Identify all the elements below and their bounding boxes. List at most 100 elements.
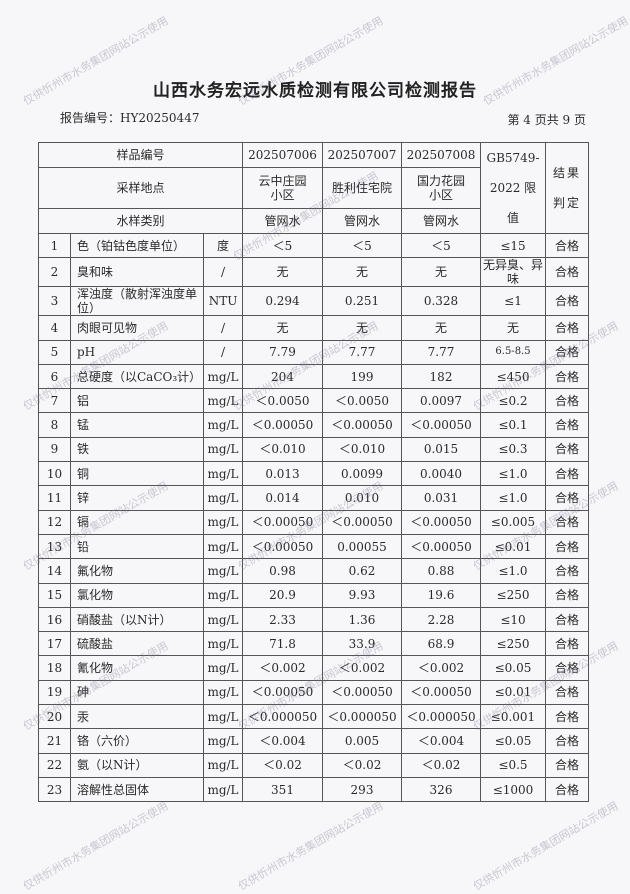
item-name: 氨（以N计） <box>70 752 204 778</box>
value: 0.010 <box>322 485 402 511</box>
location: 胜利住宅院 <box>322 167 402 209</box>
unit: mg/L <box>203 533 243 560</box>
limit: ≤0.01 <box>480 533 546 560</box>
value: ＜0.004 <box>242 728 323 754</box>
result: 合格 <box>545 533 589 560</box>
item-name: 肉眼可见物 <box>70 315 204 341</box>
unit: mg/L <box>203 485 243 511</box>
value: 0.015 <box>401 436 481 463</box>
value: ＜0.000050 <box>242 704 323 730</box>
table-row: 3 浑浊度（散射浑浊度单位） NTU 0.294 0.251 0.328 ≤1 合格 <box>38 286 589 317</box>
row-number: 14 <box>38 558 71 584</box>
limit: ≤15 <box>480 232 546 259</box>
result: 合格 <box>545 363 589 390</box>
value: ＜0.004 <box>401 728 481 754</box>
result: 合格 <box>545 412 589 438</box>
value: ＜0.00050 <box>401 679 481 706</box>
limit: ≤10 <box>480 606 546 633</box>
result: 合格 <box>545 606 589 633</box>
value: ＜0.002 <box>322 655 402 681</box>
result: 合格 <box>545 728 589 754</box>
item-name: 氰化物 <box>70 655 204 681</box>
result: 合格 <box>545 461 589 487</box>
unit: mg/L <box>203 363 243 390</box>
item-name: 铁 <box>70 436 204 463</box>
limit: ≤0.05 <box>480 728 546 754</box>
result: 合格 <box>545 436 589 463</box>
value: ＜0.002 <box>401 655 481 681</box>
unit: mg/L <box>203 606 243 633</box>
unit: / <box>203 339 243 365</box>
header-row-location: 采样地点 云中庄园小区 胜利住宅院 国力花园小区 <box>38 167 589 209</box>
value: 无 <box>401 257 481 288</box>
limit: ≤1.0 <box>480 461 546 487</box>
unit: mg/L <box>203 679 243 706</box>
item-name: 臭和味 <box>70 257 204 288</box>
table-row: 10 铜 mg/L 0.013 0.0099 0.0040 ≤1.0 合格 <box>38 461 589 487</box>
table-row: 23 溶解性总固体 mg/L 351 293 326 ≤1000 合格 <box>38 776 589 803</box>
row-number: 2 <box>38 257 71 288</box>
unit: mg/L <box>203 461 243 487</box>
row-number: 17 <box>38 631 71 657</box>
result: 合格 <box>545 752 589 778</box>
value: 204 <box>242 363 323 390</box>
row-number: 7 <box>38 388 71 414</box>
value: 71.8 <box>242 631 323 657</box>
value: ＜0.0050 <box>242 388 323 414</box>
row-number: 20 <box>38 704 71 730</box>
watermark: 仅供忻州市水务集团网站公示使用 <box>21 799 171 893</box>
value: 68.9 <box>401 631 481 657</box>
unit: / <box>203 257 243 288</box>
sample-no: 202507008 <box>401 142 481 168</box>
item-name: 色（铂钴色度单位） <box>70 232 204 259</box>
value: ＜5 <box>401 232 481 259</box>
value: 199 <box>322 363 402 390</box>
table-row: 16 硝酸盐（以N计） mg/L 2.33 1.36 2.28 ≤10 合格 <box>38 606 589 633</box>
row-number: 13 <box>38 533 71 560</box>
table-row: 6 总硬度（以CaCO₃计） mg/L 204 199 182 ≤450 合格 <box>38 363 589 390</box>
report-title: 山西水务宏远水质检测有限公司检测报告 <box>153 81 477 101</box>
limit: ≤0.001 <box>480 704 546 730</box>
value: 9.93 <box>322 582 402 608</box>
row-number: 16 <box>38 606 71 633</box>
table-row: 14 氟化物 mg/L 0.98 0.62 0.88 ≤1.0 合格 <box>38 558 589 584</box>
table-row: 9 铁 mg/L ＜0.010 ＜0.010 0.015 ≤0.3 合格 <box>38 436 589 463</box>
unit: mg/L <box>203 582 243 608</box>
item-name: 锰 <box>70 412 204 438</box>
value: 0.0040 <box>401 461 481 487</box>
limit: ≤1 <box>480 286 546 317</box>
watermark: 仅供忻州市水务集团网站公示使用 <box>236 799 386 893</box>
row-number: 23 <box>38 776 71 803</box>
item-name: 汞 <box>70 704 204 730</box>
value: ＜0.00050 <box>242 412 323 438</box>
item-name: 氟化物 <box>70 558 204 584</box>
value: ＜5 <box>322 232 402 259</box>
table-row: 4 肉眼可见物 / 无无无无合格 <box>38 315 589 341</box>
result: 合格 <box>545 776 589 803</box>
result: 合格 <box>545 582 589 608</box>
value: 20.9 <box>242 582 323 608</box>
result: 合格 <box>545 286 589 317</box>
results-table: 样品编号 202507006 202507007 202507008 GB574… <box>38 142 589 803</box>
result: 合格 <box>545 315 589 341</box>
limit: 无异臭、异味 <box>480 257 546 288</box>
value: 0.328 <box>401 286 481 317</box>
value: ＜5 <box>242 232 323 259</box>
value: ＜0.00050 <box>322 412 402 438</box>
unit: mg/L <box>203 509 243 535</box>
value: 182 <box>401 363 481 390</box>
unit: mg/L <box>203 436 243 463</box>
value: 0.00055 <box>322 533 402 560</box>
table-row: 11 锌 mg/L 0.014 0.010 0.031 ≤1.0 合格 <box>38 485 589 511</box>
value: 无 <box>401 315 481 341</box>
limit: 6.5-8.5 <box>480 339 546 365</box>
result: 合格 <box>545 388 589 414</box>
result: 合格 <box>545 704 589 730</box>
sample-no: 202507007 <box>322 142 402 168</box>
unit: NTU <box>203 286 243 317</box>
row-number: 15 <box>38 582 71 608</box>
value: 351 <box>242 776 323 803</box>
table-row: 21 铬（六价） mg/L ＜0.004 0.005 ＜0.004 ≤0.05 合格 <box>38 728 589 754</box>
value: ＜0.000050 <box>322 704 402 730</box>
item-name: 铅 <box>70 533 204 560</box>
